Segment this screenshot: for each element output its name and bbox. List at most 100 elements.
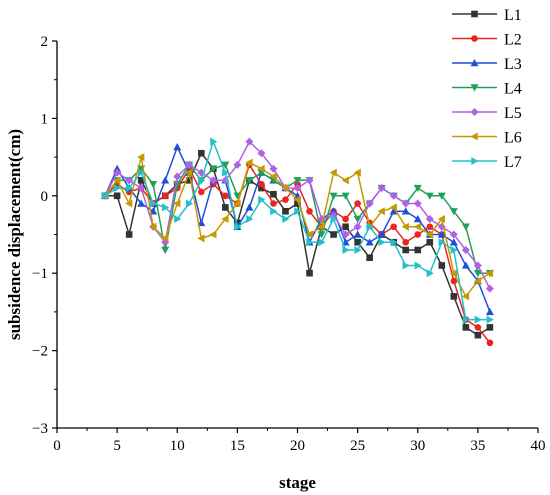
data-point-l6	[185, 168, 193, 177]
legend-marker	[471, 10, 478, 18]
legend-entry-l1: L1	[452, 7, 522, 24]
data-point-l2	[354, 200, 361, 207]
data-point-l7	[186, 199, 194, 208]
data-point-l5	[341, 230, 350, 239]
data-point-l1	[414, 246, 422, 254]
legend-label: L5	[504, 105, 522, 122]
data-point-l6	[341, 176, 349, 185]
data-point-l7	[450, 245, 458, 254]
data-point-l2	[258, 180, 265, 188]
data-point-l6	[389, 203, 397, 212]
data-point-l5	[461, 245, 470, 254]
legend-marker	[470, 84, 479, 92]
data-point-l3	[401, 207, 410, 215]
data-point-l7	[198, 176, 206, 185]
legend-marker	[470, 132, 478, 141]
data-point-l7	[113, 184, 122, 193]
data-point-l2	[222, 192, 229, 200]
data-point-l7	[162, 203, 170, 212]
data-point-l7	[294, 207, 302, 216]
legend-label: L3	[504, 56, 522, 73]
data-point-l5	[125, 176, 134, 185]
data-point-l4	[149, 180, 158, 189]
data-point-l6	[149, 222, 157, 231]
data-point-l5	[365, 199, 374, 208]
y-tick-label--2: −2	[32, 344, 48, 360]
data-point-l7	[258, 195, 266, 204]
data-point-l7	[414, 261, 422, 270]
data-point-l7	[462, 315, 470, 324]
data-point-l3	[389, 207, 398, 215]
data-point-l5	[233, 160, 242, 169]
data-point-l1	[306, 269, 313, 277]
data-point-l5	[257, 149, 266, 158]
x-axis-title: stage	[279, 473, 316, 492]
data-point-l1	[125, 231, 133, 238]
data-point-l5	[401, 199, 410, 208]
data-point-l6	[329, 168, 337, 177]
data-point-l7	[378, 238, 386, 247]
data-point-l2	[486, 339, 494, 347]
data-point-l1	[330, 231, 337, 238]
data-point-l7	[342, 245, 350, 254]
data-point-l6	[317, 222, 325, 231]
x-tick-label-0: 0	[53, 438, 61, 454]
data-point-l5	[377, 184, 386, 193]
y-tick-label-2: 2	[41, 34, 49, 50]
data-point-l6	[437, 215, 445, 224]
legend-marker	[470, 108, 479, 116]
y-tick-label--1: −1	[32, 266, 48, 282]
data-point-l2	[198, 188, 205, 196]
data-point-l7	[306, 238, 314, 247]
data-point-l5	[449, 230, 458, 239]
data-point-l2	[402, 238, 410, 246]
data-point-l6	[233, 199, 241, 208]
x-tick-label-30: 30	[410, 438, 425, 454]
series-l6	[101, 153, 494, 301]
data-point-l7	[125, 184, 134, 193]
legend-entry-l7: L7	[452, 154, 522, 171]
y-tick-label-1: 1	[41, 111, 49, 127]
data-point-l6	[257, 164, 265, 173]
data-point-l4	[161, 246, 170, 254]
data-point-l3	[485, 307, 494, 316]
data-point-l3	[137, 199, 146, 207]
legend: L1 L2 L3 L4 L5 L6 L7	[452, 7, 522, 171]
data-point-l3	[329, 207, 338, 215]
y-tick-label--3: −3	[32, 421, 48, 437]
data-point-l5	[137, 184, 146, 193]
data-point-l7	[354, 245, 362, 254]
data-point-l6	[485, 269, 494, 278]
x-tick-label-5: 5	[113, 438, 121, 454]
data-point-l6	[461, 292, 470, 301]
legend-entry-l4: L4	[452, 81, 522, 98]
data-point-l1	[402, 246, 410, 254]
data-point-l1	[222, 204, 229, 211]
data-point-l6	[473, 276, 482, 285]
data-point-l7	[390, 238, 398, 247]
data-point-l6	[401, 222, 409, 231]
data-point-l5	[485, 284, 494, 293]
x-tick-label-15: 15	[230, 438, 245, 454]
series-l3	[101, 143, 494, 316]
data-point-l5	[113, 168, 122, 177]
legend-label: L4	[504, 81, 522, 98]
data-point-l4	[413, 184, 422, 193]
data-point-l2	[426, 223, 434, 231]
data-point-l2	[342, 215, 349, 223]
data-point-l3	[353, 230, 362, 238]
data-point-l4	[341, 192, 350, 200]
data-point-l1	[474, 331, 482, 339]
data-point-l6	[221, 215, 229, 224]
legend-label: L1	[504, 7, 522, 24]
series-l5	[101, 137, 494, 293]
data-point-l3	[365, 238, 374, 246]
data-point-l4	[353, 215, 362, 224]
legend-label: L7	[504, 154, 522, 171]
data-point-l1	[198, 149, 205, 157]
data-point-l6	[161, 234, 169, 243]
data-point-l1	[354, 238, 361, 246]
x-tick-label-20: 20	[290, 438, 305, 454]
axes: 0 5 10 15 20 25 30 35 40 −3 −2 −1 0 1 2	[32, 34, 545, 454]
data-point-l7	[150, 199, 158, 208]
